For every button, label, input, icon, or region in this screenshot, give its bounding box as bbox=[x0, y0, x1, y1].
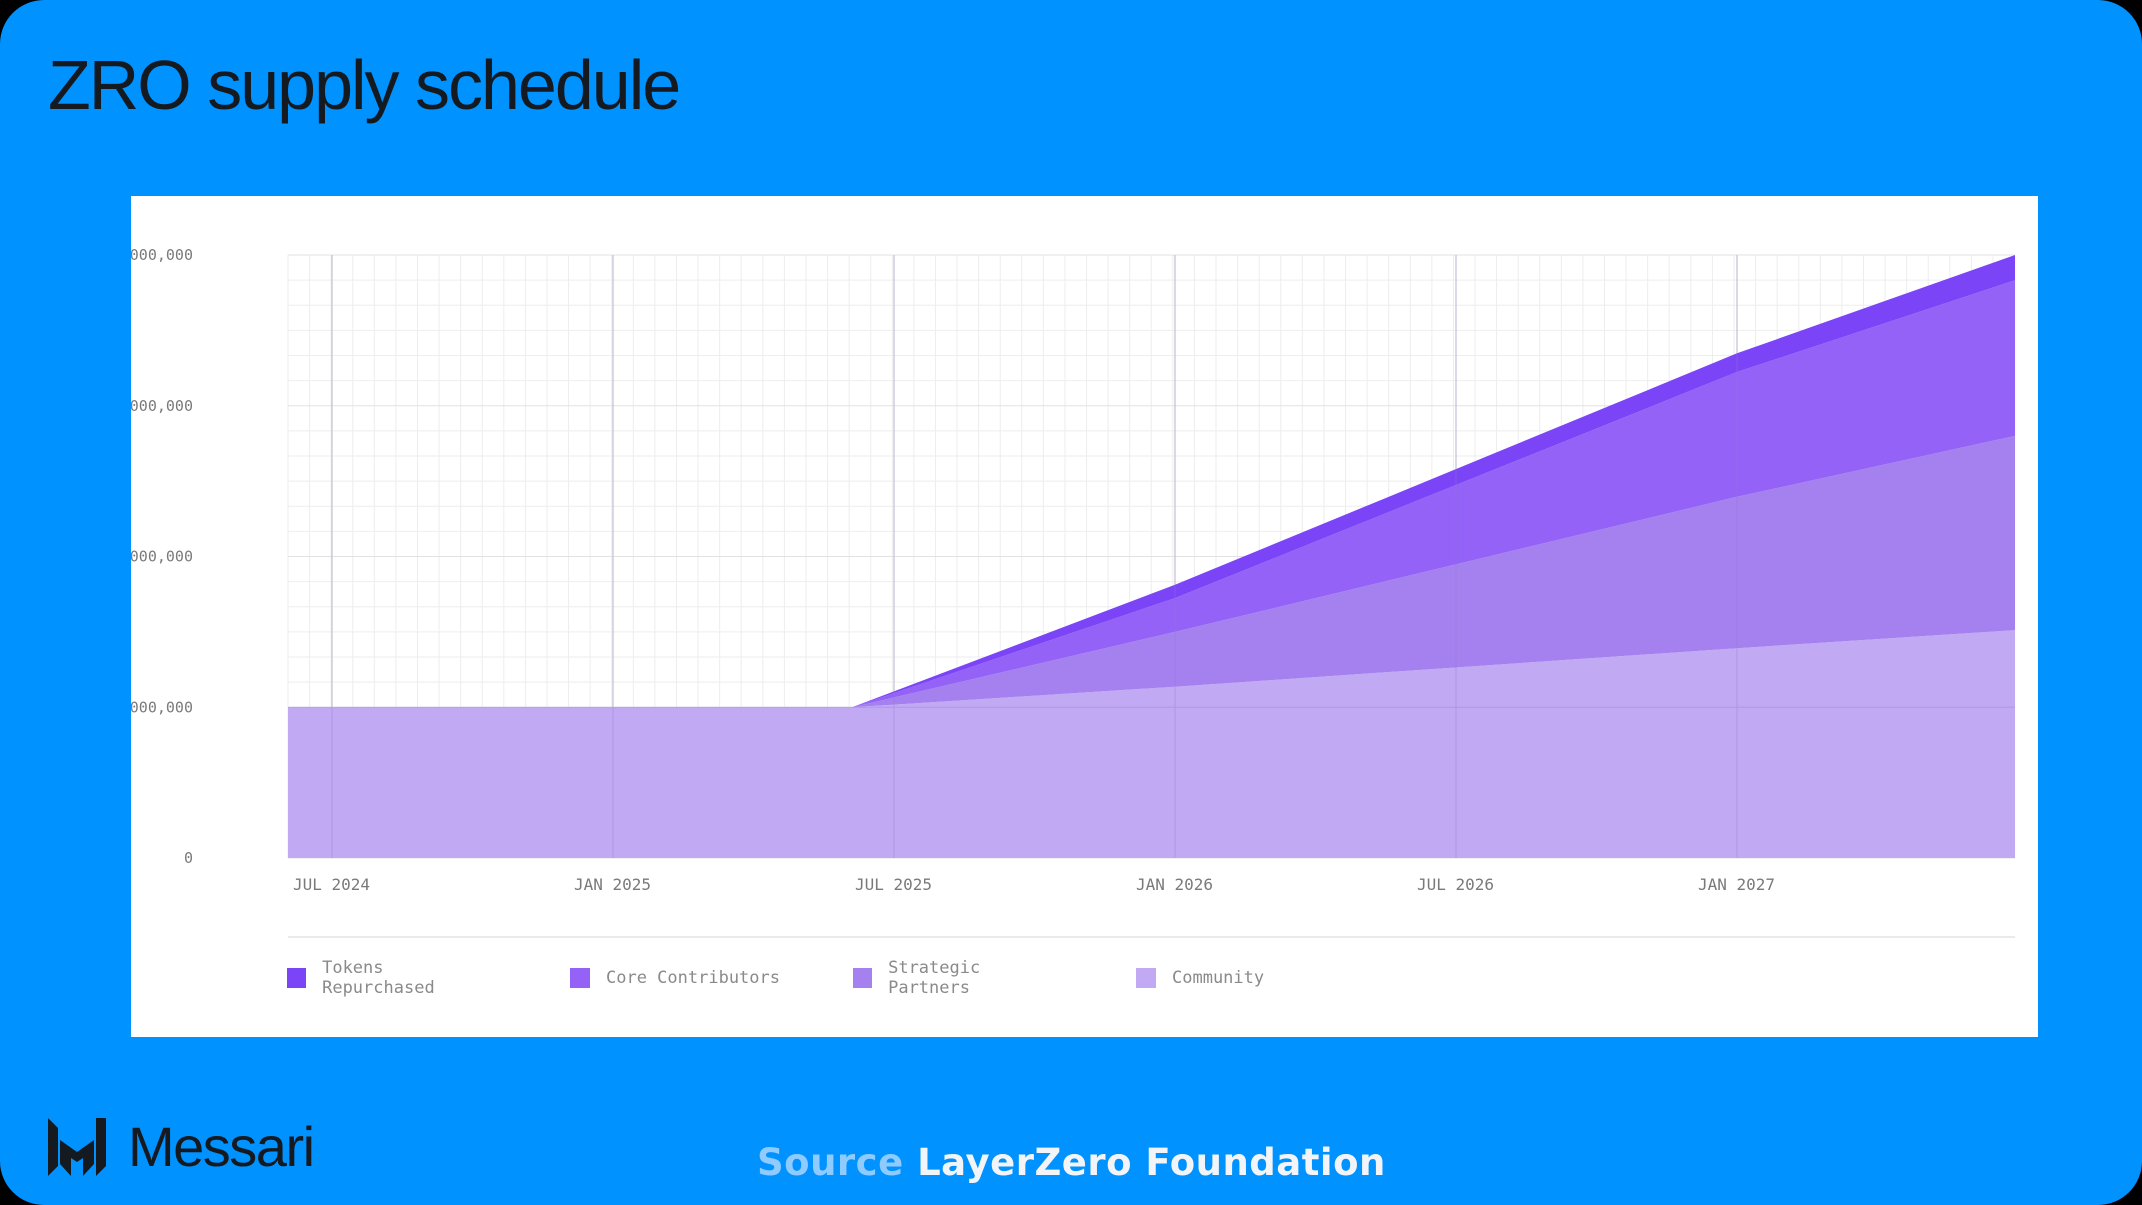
brand-name: Messari bbox=[128, 1115, 315, 1178]
stacked-area-chart: 0 250,000,000 500,000,000 750,000,000 1,000,… bbox=[131, 246, 2016, 938]
legend-item-community[interactable]: Community bbox=[1136, 958, 1264, 998]
legend-item-tokens-repurchased[interactable]: Tokens Repurchased bbox=[287, 958, 498, 998]
messari-logo-icon bbox=[48, 1118, 106, 1176]
legend-item-core-contributors[interactable]: Core Contributors bbox=[570, 958, 781, 998]
y-tick-label: 1,000,000,000 bbox=[131, 246, 193, 264]
legend-label: Tokens Repurchased bbox=[322, 958, 435, 998]
messari-logo: Messari bbox=[48, 1115, 315, 1178]
legend-label: Community bbox=[1172, 968, 1265, 988]
x-tick-label: JUL 2024 bbox=[293, 875, 370, 894]
source-value: LayerZero Foundation bbox=[917, 1141, 1386, 1184]
chart-legend: Tokens Repurchased Core Contributors Str… bbox=[287, 958, 1336, 998]
legend-item-strategic-partners[interactable]: Strategic Partners bbox=[853, 958, 1064, 998]
legend-swatch-icon bbox=[287, 968, 307, 988]
x-tick-label: JUL 2025 bbox=[855, 875, 932, 894]
legend-swatch-icon bbox=[853, 968, 873, 988]
x-tick-label: JAN 2027 bbox=[1698, 875, 1775, 894]
legend-swatch-icon bbox=[1136, 968, 1156, 988]
source-credit: Source LayerZero Foundation bbox=[757, 1144, 1386, 1181]
area-strategic-partners[interactable] bbox=[288, 435, 2015, 708]
y-tick-label: 500,000,000 bbox=[131, 548, 193, 566]
chart-card: 0 250,000,000 500,000,000 750,000,000 1,000,… bbox=[131, 196, 2038, 1037]
page-title: ZRO supply schedule bbox=[48, 46, 681, 124]
x-tick-label: JUL 2026 bbox=[1417, 875, 1494, 894]
area-core-contributors[interactable] bbox=[288, 280, 2015, 708]
source-label: Source bbox=[757, 1141, 904, 1184]
legend-swatch-icon bbox=[570, 968, 590, 988]
y-tick-label: 750,000,000 bbox=[131, 397, 193, 415]
y-tick-label: 250,000,000 bbox=[131, 698, 193, 716]
x-tick-label: JAN 2025 bbox=[574, 875, 651, 894]
legend-label: Core Contributors bbox=[606, 968, 780, 988]
grid-overlay bbox=[288, 255, 2015, 858]
y-tick-label: 0 bbox=[184, 849, 193, 867]
area-community[interactable] bbox=[288, 630, 2015, 858]
x-tick-label: JAN 2026 bbox=[1136, 875, 1213, 894]
legend-label: Strategic Partners bbox=[888, 958, 981, 998]
